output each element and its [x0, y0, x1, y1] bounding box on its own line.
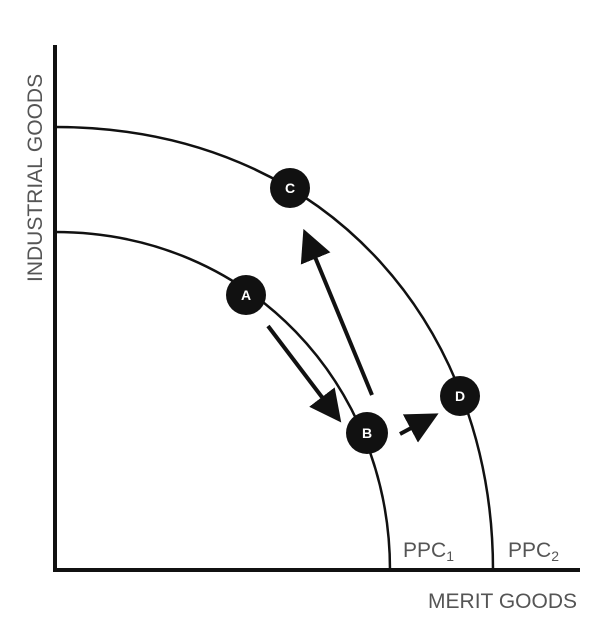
arrow-a-to-b — [266, 324, 342, 423]
point-c: C — [270, 168, 310, 208]
arrow-b-to-d — [399, 413, 439, 443]
point-d-label: D — [455, 388, 465, 404]
ppc2-curve — [54, 125, 495, 571]
point-c-label: C — [285, 180, 295, 196]
ppc1-curve — [54, 230, 392, 571]
y-axis-label: INDUSTRIAL GOODS — [24, 74, 47, 282]
point-b-label: B — [362, 425, 372, 441]
point-a: A — [226, 275, 266, 315]
point-d: D — [440, 376, 480, 416]
ppc1-label: PPC1 — [403, 539, 454, 564]
ppc2-label: PPC2 — [508, 539, 559, 564]
point-a-label: A — [241, 287, 251, 303]
arrow-b-to-c — [300, 228, 374, 396]
point-b: B — [346, 412, 388, 454]
x-axis-label: MERIT GOODS — [428, 590, 577, 613]
